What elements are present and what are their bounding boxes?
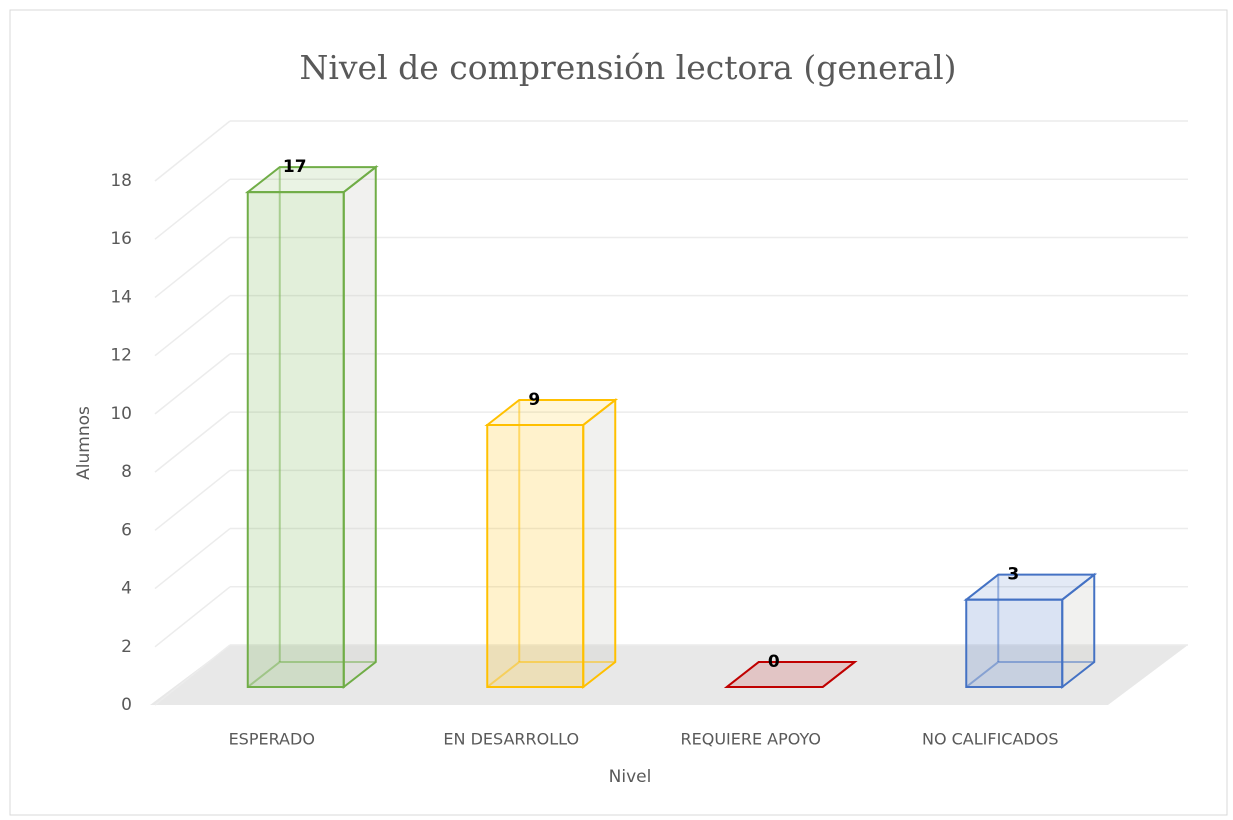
x-tick-label: EN DESARROLLO [443, 730, 579, 749]
data-label: 3 [1007, 565, 1019, 585]
y-tick-label: 4 [121, 579, 132, 599]
y-tick-label: 0 [121, 695, 132, 715]
bar [965, 598, 1064, 689]
bar-top [723, 661, 858, 688]
x-tick-label: REQUIERE APOYO [681, 730, 821, 749]
y-tick-label: 8 [121, 462, 132, 482]
bar [246, 191, 345, 688]
data-label: 9 [528, 390, 540, 410]
bar-top [963, 573, 1098, 601]
grid-line-side [154, 353, 231, 415]
bar-top [484, 399, 619, 426]
grid-line-side [154, 120, 231, 182]
grid-line-side [154, 411, 231, 473]
floor [150, 645, 1188, 705]
grid-line-side [154, 644, 231, 706]
bar-side [582, 397, 617, 690]
bar-top [244, 166, 379, 194]
y-tick-label: 16 [110, 229, 132, 249]
x-axis-title: Nivel [609, 767, 652, 787]
grid-line-side [154, 586, 231, 648]
y-tick-label: 14 [110, 287, 132, 307]
y-tick-label: 18 [110, 171, 132, 191]
y-tick-label: 10 [110, 404, 132, 424]
grid-line-side [154, 295, 231, 357]
x-tick-label: ESPERADO [229, 730, 315, 749]
grid-line-side [154, 469, 231, 531]
data-label: 17 [283, 157, 307, 177]
grid-line-side [154, 178, 231, 240]
y-tick-label: 12 [110, 346, 132, 366]
x-tick-label: NO CALIFICADOS [922, 730, 1059, 749]
y-tick-label: 2 [121, 637, 132, 657]
y-tick-label: 6 [121, 520, 132, 540]
bar [486, 424, 585, 688]
chart-title: Nivel de comprensión lectora (general) [299, 48, 956, 87]
grid-line-side [154, 527, 231, 590]
grid-line-side [154, 236, 231, 299]
bar-side [342, 165, 377, 690]
data-label: 0 [768, 652, 780, 672]
y-axis-title: Alumnos [74, 406, 94, 480]
